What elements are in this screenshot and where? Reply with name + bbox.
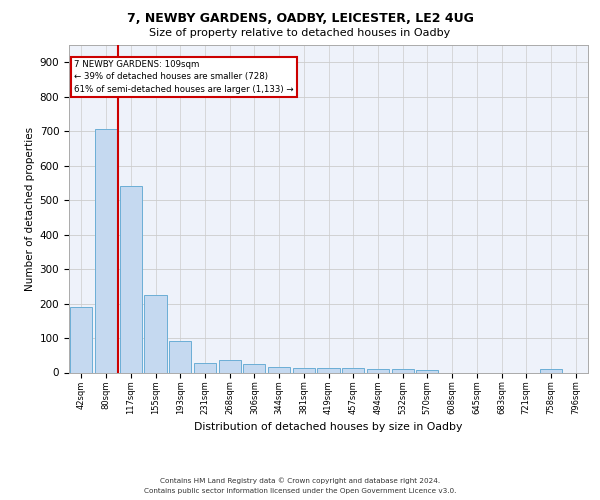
Bar xyxy=(218,360,241,372)
Bar xyxy=(293,368,315,372)
Bar xyxy=(416,370,439,372)
Text: 7 NEWBY GARDENS: 109sqm
← 39% of detached houses are smaller (728)
61% of semi-d: 7 NEWBY GARDENS: 109sqm ← 39% of detache… xyxy=(74,60,294,94)
Bar xyxy=(145,295,167,372)
Bar xyxy=(243,364,265,372)
Bar xyxy=(169,341,191,372)
Bar xyxy=(540,369,562,372)
Bar xyxy=(342,368,364,372)
Text: Size of property relative to detached houses in Oadby: Size of property relative to detached ho… xyxy=(149,28,451,38)
Bar xyxy=(317,368,340,372)
Bar xyxy=(194,363,216,372)
Bar xyxy=(268,368,290,372)
Bar xyxy=(392,370,414,372)
Bar xyxy=(95,130,117,372)
Bar xyxy=(70,307,92,372)
X-axis label: Distribution of detached houses by size in Oadby: Distribution of detached houses by size … xyxy=(194,422,463,432)
Bar xyxy=(367,369,389,372)
Bar xyxy=(119,186,142,372)
Y-axis label: Number of detached properties: Number of detached properties xyxy=(25,126,35,291)
Text: 7, NEWBY GARDENS, OADBY, LEICESTER, LE2 4UG: 7, NEWBY GARDENS, OADBY, LEICESTER, LE2 … xyxy=(127,12,473,26)
Text: Contains HM Land Registry data © Crown copyright and database right 2024.
Contai: Contains HM Land Registry data © Crown c… xyxy=(144,478,456,494)
